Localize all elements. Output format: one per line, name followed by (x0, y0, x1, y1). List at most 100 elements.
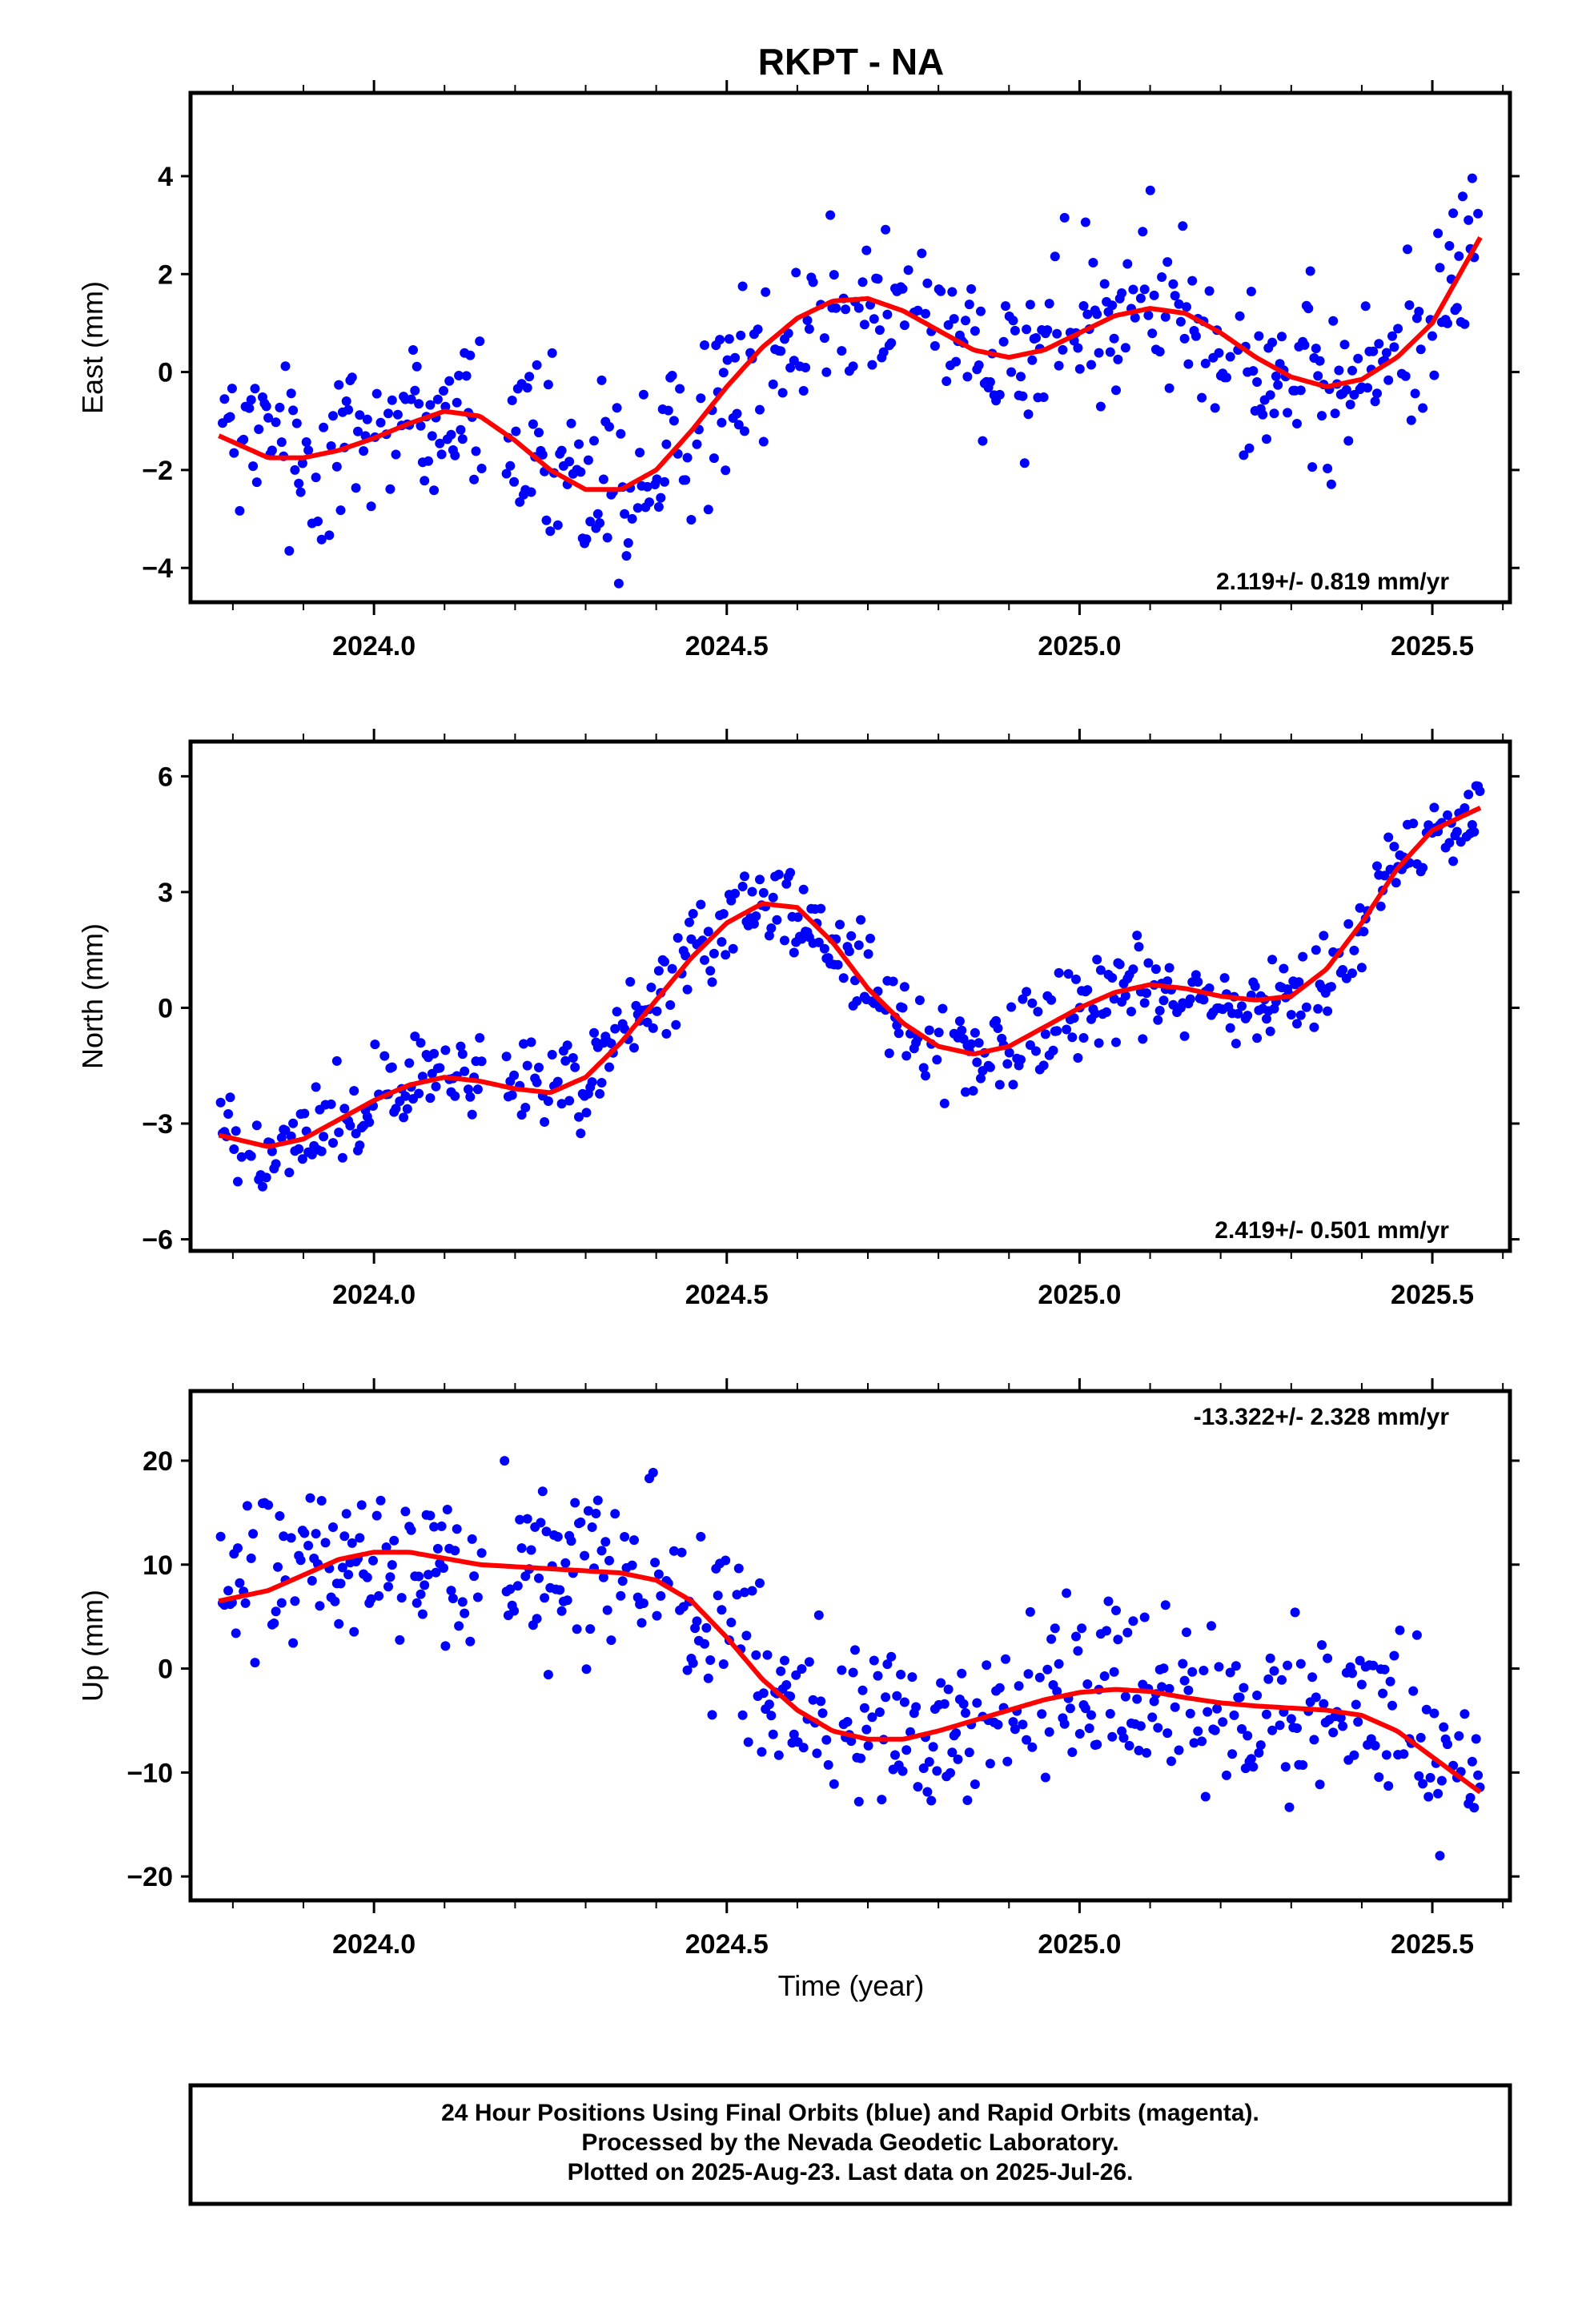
data-point (930, 341, 940, 351)
data-point (290, 464, 300, 475)
data-point (547, 1050, 557, 1059)
data-point (576, 1517, 586, 1527)
data-point (560, 1558, 571, 1568)
data-point (280, 1125, 291, 1136)
data-point (709, 948, 719, 959)
data-point (235, 505, 245, 516)
data-point (1292, 419, 1302, 428)
data-point (1052, 1687, 1062, 1696)
data-point (730, 352, 741, 363)
data-point (416, 1038, 426, 1048)
data-point (1389, 1651, 1399, 1661)
data-point (867, 1712, 877, 1723)
data-point (355, 1140, 365, 1151)
data-point (1265, 1026, 1275, 1036)
data-point (1105, 1709, 1115, 1719)
data-point (1248, 366, 1259, 376)
data-point (1439, 1722, 1449, 1732)
data-point (520, 1571, 531, 1582)
data-point (552, 1076, 563, 1087)
data-point (383, 408, 393, 419)
data-point (1130, 312, 1140, 323)
data-point (1254, 1747, 1264, 1758)
data-point (936, 286, 946, 296)
data-point (653, 502, 664, 512)
data-point (1038, 392, 1049, 402)
data-point (652, 1610, 662, 1621)
data-point (747, 887, 757, 897)
data-point (414, 1571, 424, 1582)
data-point (1328, 1727, 1339, 1738)
data-point (667, 963, 677, 974)
y-tick-label: 4 (158, 162, 173, 192)
data-point (1452, 303, 1462, 313)
data-point (326, 1099, 336, 1109)
data-point (1309, 1022, 1319, 1032)
data-point (368, 1555, 378, 1566)
data-point (1054, 967, 1064, 978)
data-point (424, 1570, 433, 1580)
fit-curve (218, 1550, 1482, 1795)
data-point (385, 484, 396, 494)
data-point (681, 951, 691, 961)
data-point (1078, 301, 1089, 311)
velocity-annotation: 2.419+/- 0.501 mm/yr (1215, 1217, 1449, 1244)
data-point (275, 402, 285, 412)
data-point (993, 1023, 1003, 1033)
data-point (402, 1104, 412, 1114)
data-point (873, 274, 883, 284)
data-point (1077, 1623, 1087, 1634)
data-point (543, 1670, 553, 1680)
data-point (848, 361, 858, 372)
data-point (410, 385, 420, 396)
data-point (1038, 1060, 1049, 1071)
data-point (1210, 403, 1220, 413)
data-point (1117, 288, 1127, 298)
data-point (1421, 1704, 1431, 1715)
data-point (408, 345, 418, 355)
data-point (1018, 1719, 1028, 1730)
position-points (218, 173, 1484, 589)
data-point (410, 1031, 420, 1042)
data-point (780, 1655, 789, 1666)
data-point (823, 1759, 833, 1770)
data-point (328, 1522, 338, 1532)
data-point (432, 1543, 443, 1554)
data-point (1435, 1851, 1445, 1861)
data-point (1389, 842, 1399, 852)
data-point (288, 1118, 299, 1128)
data-point (821, 367, 832, 377)
data-point (1052, 1026, 1062, 1036)
data-point (892, 1691, 902, 1701)
data-point (540, 1117, 550, 1127)
data-point (1254, 331, 1264, 341)
data-point (366, 501, 376, 512)
data-point (1363, 383, 1373, 393)
data-point (1299, 340, 1310, 350)
data-point (700, 340, 709, 350)
data-point (1183, 359, 1194, 369)
data-point (613, 578, 624, 589)
data-point (869, 314, 879, 324)
data-point (972, 1698, 982, 1708)
position-points (215, 1456, 1485, 1861)
data-point (1406, 415, 1416, 425)
data-point (1001, 301, 1010, 312)
data-point (1374, 339, 1384, 349)
data-point (785, 363, 796, 373)
data-point (1113, 1634, 1123, 1645)
data-point (364, 1117, 375, 1128)
data-point (1239, 450, 1249, 460)
data-point (1042, 325, 1053, 336)
x-tick-label: 2025.0 (1038, 631, 1121, 661)
data-point (512, 1581, 523, 1591)
data-point (1301, 1002, 1311, 1012)
data-point (235, 1578, 245, 1588)
fit-curve (218, 236, 1483, 493)
data-point (1460, 1709, 1470, 1719)
data-point (379, 1051, 390, 1061)
data-point (1319, 1699, 1329, 1709)
data-point (703, 505, 713, 515)
data-point (1031, 1046, 1041, 1056)
